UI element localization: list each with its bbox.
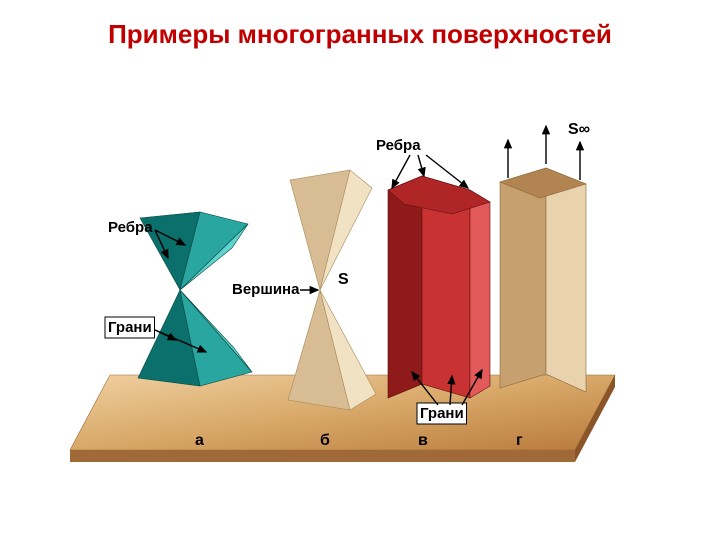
- svg-text:Ребра: Ребра: [108, 219, 153, 236]
- svg-text:Ребра: Ребра: [376, 137, 421, 154]
- svg-text:Вершина: Вершина: [232, 281, 300, 298]
- svg-text:в: в: [418, 432, 428, 449]
- svg-text:S: S: [338, 271, 349, 288]
- diagram-canvas: Ребра Грани а Вершина Sб Ребра Грани в S∞ г: [0, 0, 720, 540]
- svg-text:Грани: Грани: [108, 319, 152, 336]
- svg-text:а: а: [195, 432, 204, 449]
- svg-text:г: г: [516, 432, 523, 449]
- svg-text:Грани: Грани: [420, 405, 464, 422]
- svg-text:S∞: S∞: [568, 121, 590, 138]
- svg-text:б: б: [320, 432, 330, 449]
